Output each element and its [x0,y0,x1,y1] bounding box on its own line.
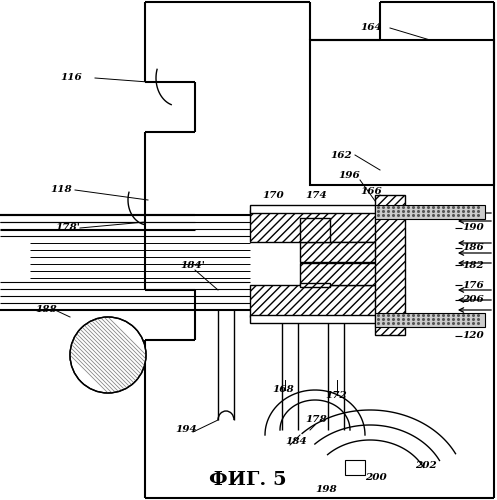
Text: 202: 202 [415,460,437,469]
Text: 168: 168 [272,386,294,394]
Text: 184': 184' [180,260,205,270]
Bar [250,205,380,213]
Text: 118: 118 [50,186,72,194]
Circle shape [70,317,146,393]
Text: 194: 194 [175,426,197,434]
Bar [250,210,380,242]
Text: 200: 200 [365,474,387,482]
Text: 172: 172 [325,390,347,400]
Text: 206: 206 [462,296,484,304]
Bar [300,263,380,285]
Text: 198: 198 [315,486,337,494]
Bar [375,195,405,335]
Bar [375,313,485,327]
Text: 174: 174 [305,190,327,200]
Bar [310,40,494,185]
Bar [300,283,330,287]
Text: 196: 196 [338,170,360,179]
Bar [250,315,380,323]
Text: ФИГ. 5: ФИГ. 5 [209,471,287,489]
Text: 178: 178 [305,416,327,424]
Text: 120: 120 [462,332,484,340]
Text: 204: 204 [462,314,484,322]
Text: 164: 164 [360,24,382,32]
FancyBboxPatch shape [345,460,365,475]
Bar [300,242,380,262]
Text: 190: 190 [462,224,484,232]
Text: 182: 182 [462,260,484,270]
Text: 166: 166 [360,188,382,196]
Text: 186: 186 [462,244,484,252]
Text: 178': 178' [55,224,80,232]
Text: 184: 184 [285,438,307,446]
Text: 192: 192 [462,208,484,218]
Bar [375,205,485,219]
Text: 116: 116 [60,74,82,82]
Bar [250,285,380,317]
Text: 162: 162 [330,150,352,160]
Text: 180: 180 [75,366,97,374]
Text: 170: 170 [262,190,284,200]
Text: 188: 188 [35,306,57,314]
Text: 176: 176 [462,280,484,289]
Text: 240: 240 [115,336,137,344]
Bar [300,218,330,242]
